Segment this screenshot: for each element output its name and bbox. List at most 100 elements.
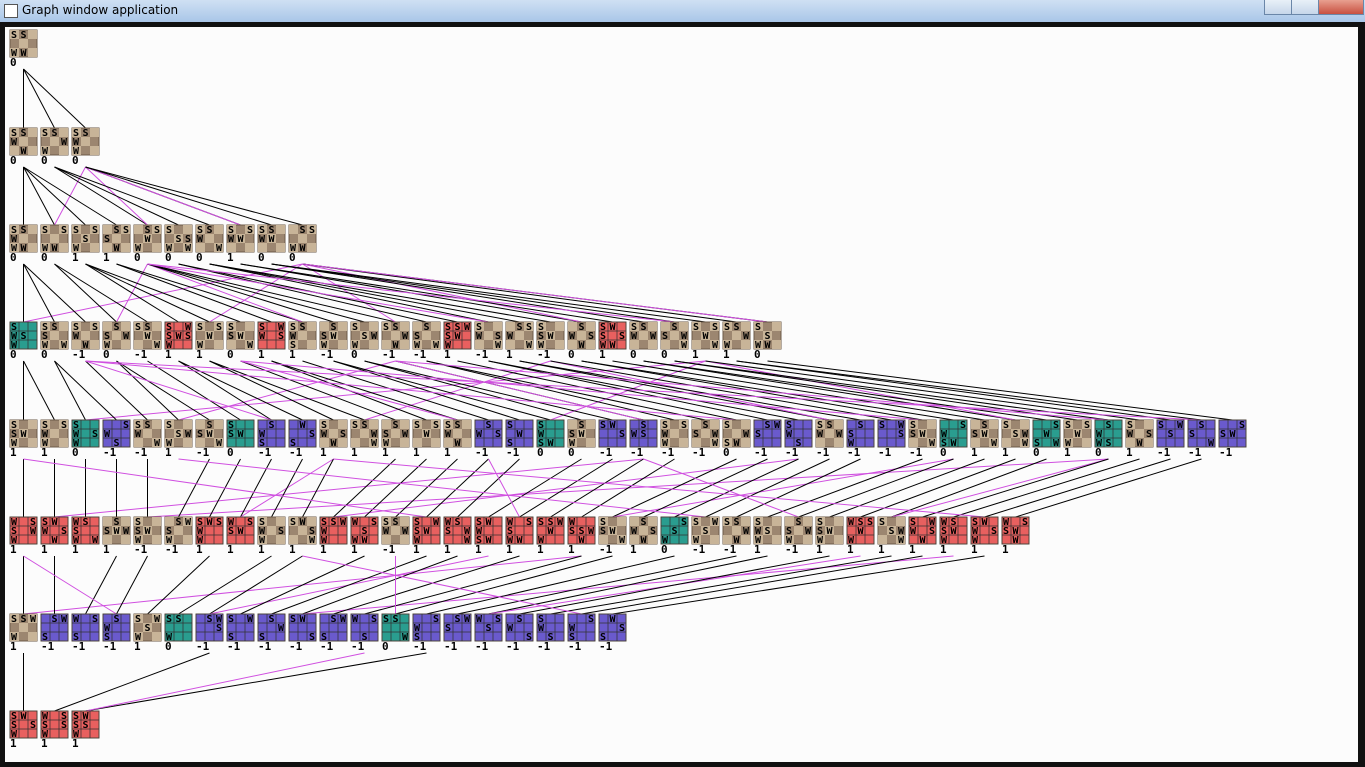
board-row: S [755,331,780,342]
node-value: 1 [1002,446,1009,459]
cell [121,517,130,526]
cell [679,438,688,447]
cell [1205,437,1216,448]
cell [174,234,183,243]
board-row: W [197,243,223,254]
edge [209,555,303,615]
board-row: SS [11,128,36,139]
edge [54,166,148,226]
cell [382,438,391,447]
node-value: 1 [413,446,420,459]
board-row: S W [104,331,130,342]
cell [692,340,701,349]
cell [803,535,812,544]
cross-edge [178,458,706,518]
node-value: 1 [165,348,172,361]
maximize-button[interactable] [1291,0,1319,15]
board-row: W [73,331,98,342]
cell [320,420,329,429]
board-row: SW [1003,429,1029,440]
board-row: W [538,340,563,351]
board-row: SWS [197,517,222,528]
cell [537,340,546,349]
cell [120,437,131,448]
cell [723,438,732,447]
cell [678,534,689,545]
cell [134,420,143,429]
tree-node: SW S -1 [319,613,348,653]
board-row: S S [42,225,67,236]
cell [19,429,28,438]
cross-edge [85,360,737,421]
board-row: W [445,438,470,449]
tree-node: W S S -1 [71,613,100,653]
tree-node: SS W W -1 [815,419,844,459]
cell [134,614,143,623]
board-row: WW [352,535,377,546]
cell [988,534,999,545]
cross-edge [85,360,272,421]
board-row: SW [73,711,98,722]
edge [581,360,954,421]
cell [298,331,307,340]
board-row: W [290,535,316,546]
cell [475,322,484,331]
cell [1064,438,1073,447]
board-row: S [724,420,749,431]
node-value: -1 [630,446,644,459]
window-title: Graph window application [22,3,179,17]
tree-node: SS W S 1 [288,321,317,361]
tree-node: SS WW 0 [9,29,38,69]
tree-node: S W S W-1 [474,321,503,361]
tree-node: SW S -1 [195,613,224,653]
board-row: W [290,420,315,431]
cell [183,438,192,447]
cell [337,534,348,545]
board-row: W [476,526,501,537]
tree-node: W S S -1 [474,613,503,653]
cell [896,535,905,544]
cell [431,438,440,447]
cell [825,429,834,438]
tree-node: S S WW 0 [40,224,69,264]
node-value: 0 [165,251,172,264]
close-button[interactable] [1318,0,1364,15]
board-row: W [693,331,718,342]
board-row: SW [197,429,222,440]
cell [648,340,657,349]
edge [426,458,489,518]
board-row: W [290,331,315,342]
minimize-button[interactable] [1264,0,1292,15]
tree-node: S W SW 0 [536,419,565,459]
cell [492,631,503,642]
tree-node: S S WW 1 [381,419,410,459]
cell [28,420,37,429]
node-value: 0 [351,348,358,361]
cell [647,437,658,448]
cell [41,438,50,447]
tree-node: S SW W1 [877,516,906,556]
board-row: S [538,420,563,431]
board-row: W [166,632,191,643]
node-value: 1 [289,543,296,556]
cell [926,534,937,545]
board-row: S [290,429,315,440]
node-value: 0 [1033,446,1040,459]
cell [422,429,431,438]
cell [307,340,316,349]
cell [679,322,688,331]
tree-node: S SSW W0 [164,224,193,264]
tree-node: S WW S 1 [257,321,286,361]
board-row: W [42,429,67,440]
cell [506,340,515,349]
tree-node: SW SS W 1 [71,710,100,750]
board-row: S W [166,322,192,333]
cell [710,322,719,331]
edge [54,263,148,323]
edge [488,555,768,615]
board-row: W [383,632,409,643]
board-row: W [104,340,129,351]
edge [240,263,613,323]
cell [492,437,503,448]
cell [89,728,100,739]
